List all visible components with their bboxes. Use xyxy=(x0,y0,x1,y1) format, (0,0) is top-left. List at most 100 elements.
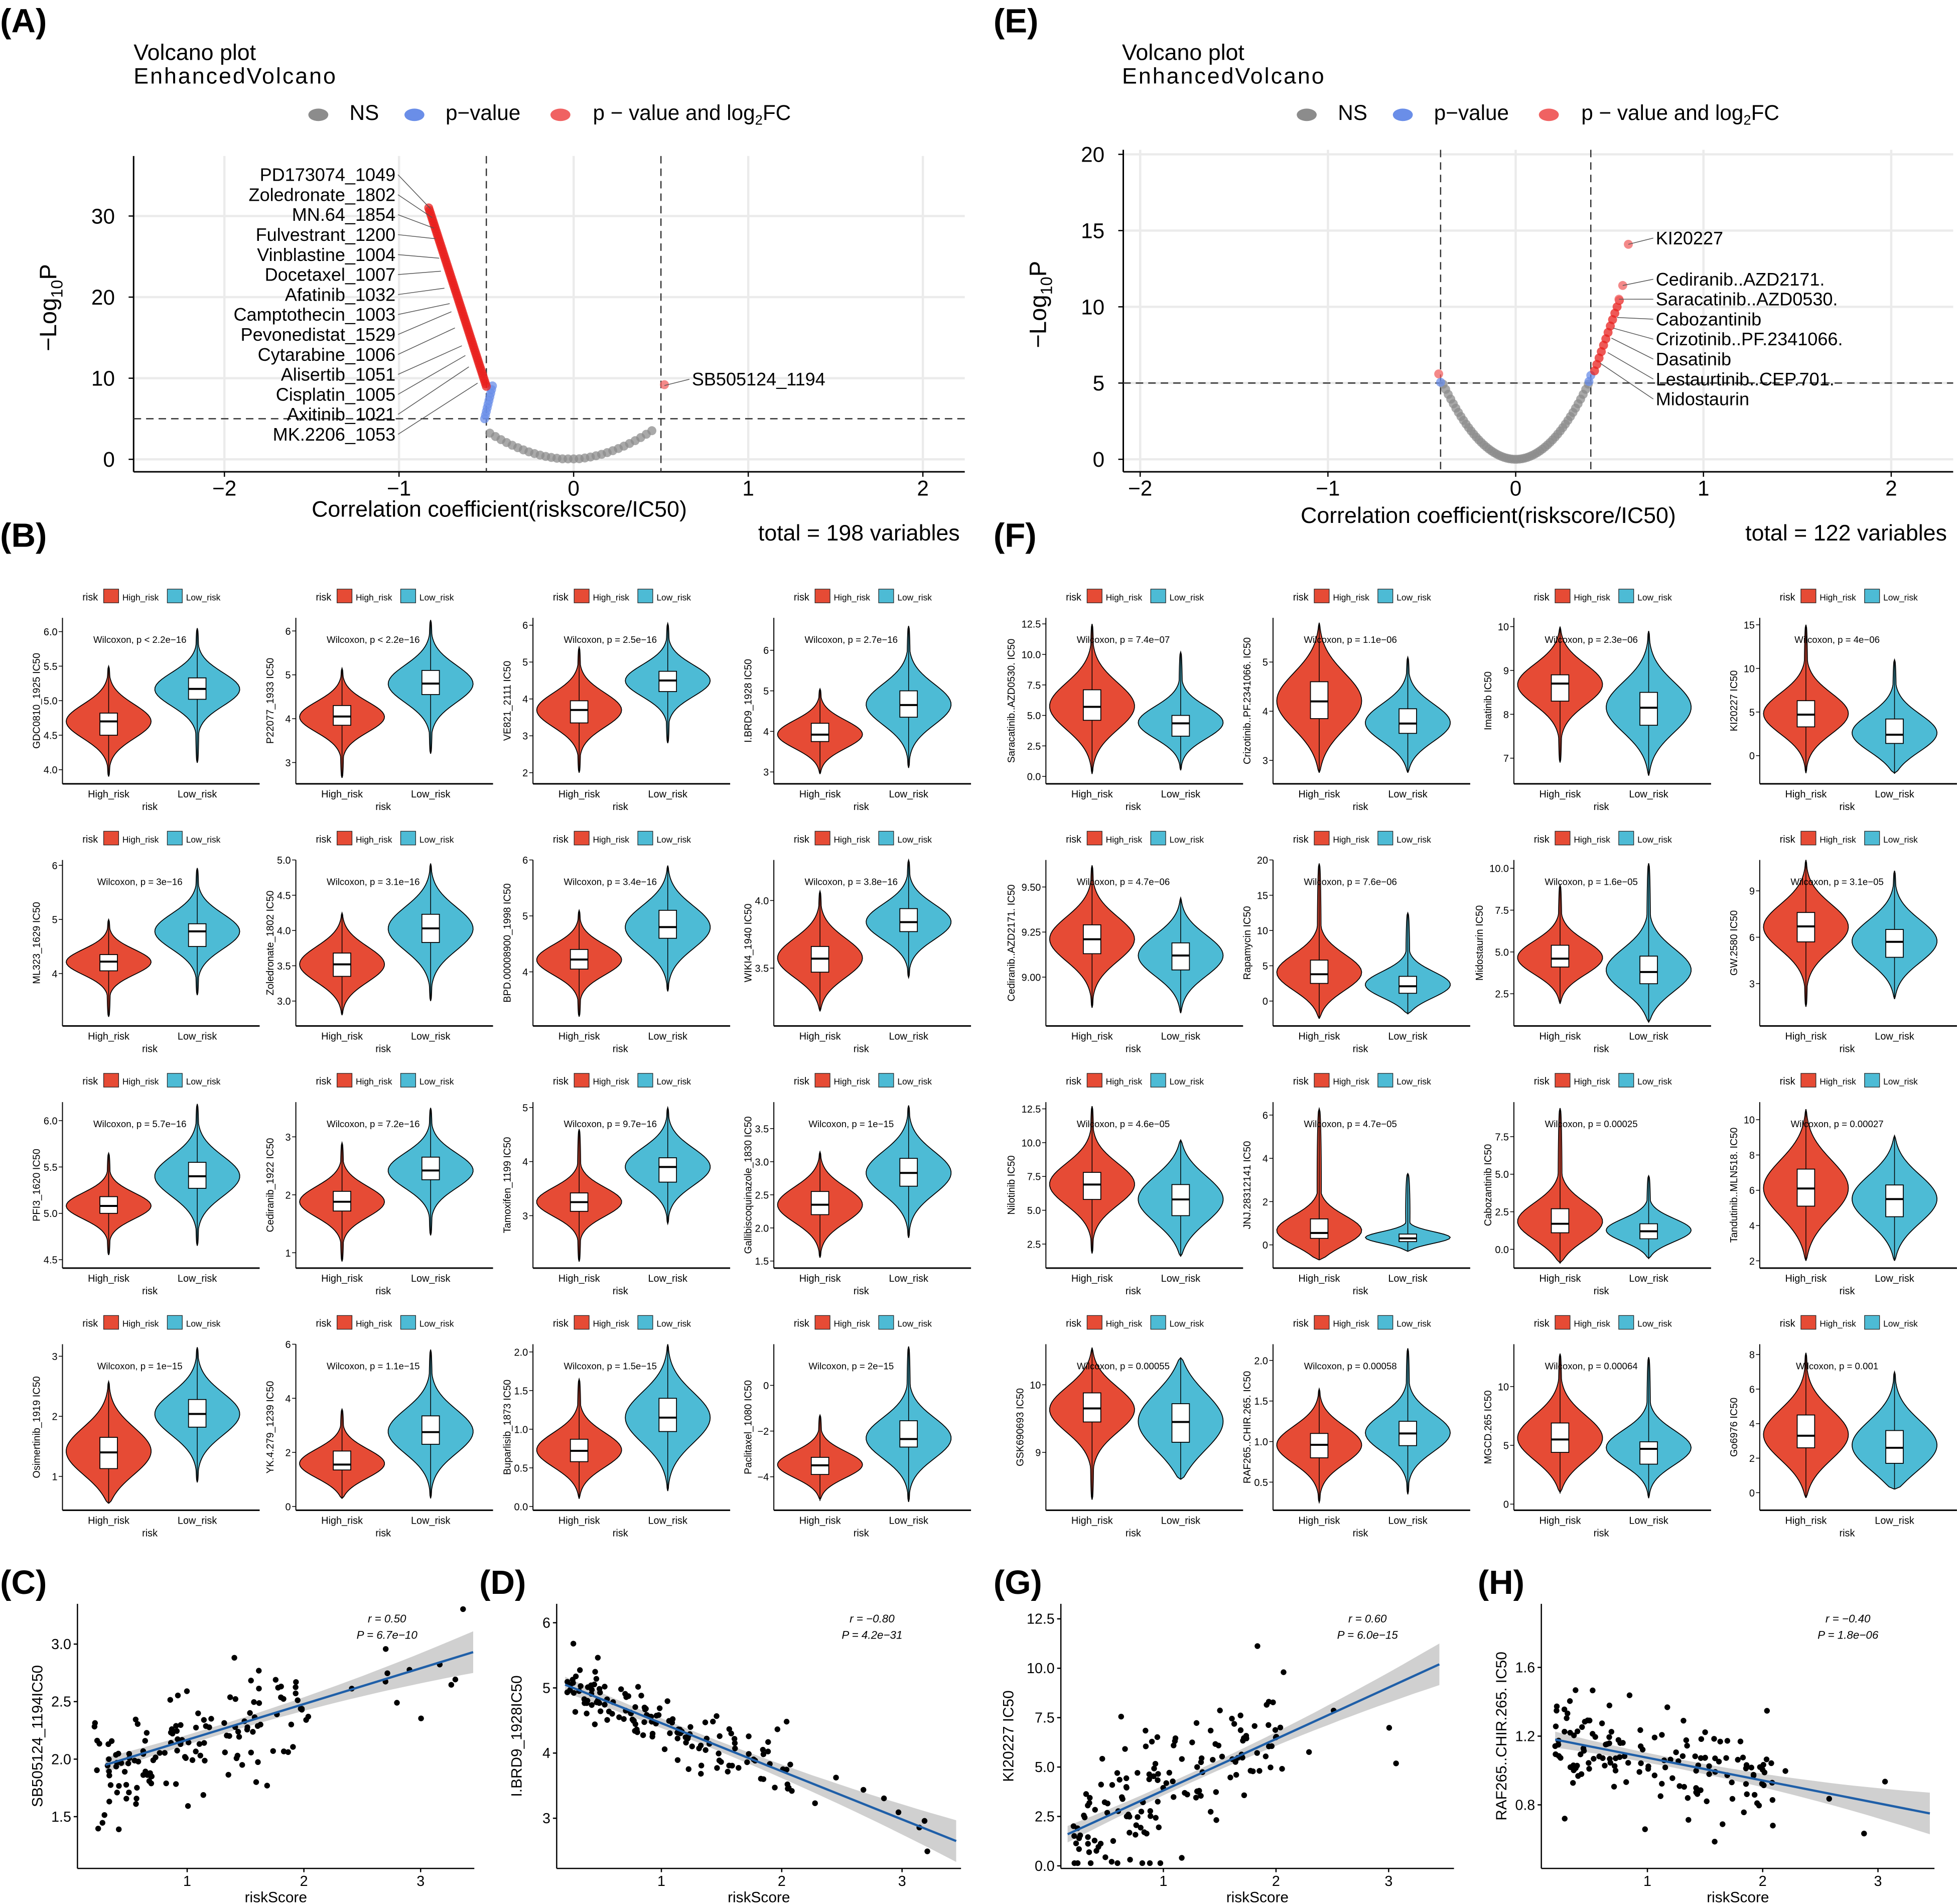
data-point xyxy=(1754,1800,1760,1806)
data-point xyxy=(621,1716,627,1722)
panel-letter-F: (F) xyxy=(994,516,1037,554)
box-low-risk xyxy=(188,923,207,947)
data-point xyxy=(1606,1702,1613,1709)
data-point xyxy=(134,1721,141,1727)
data-point xyxy=(1073,1840,1079,1846)
data-point xyxy=(1637,1727,1643,1733)
data-point xyxy=(1750,1772,1757,1778)
wilcoxon-p-value: Wilcoxon, p = 3.1e−05 xyxy=(1790,876,1884,887)
label-leader-line xyxy=(1607,352,1654,380)
legend-low-risk-label: Low_risk xyxy=(656,1076,691,1086)
box-low-risk xyxy=(1885,929,1904,958)
legend-title: risk xyxy=(82,834,98,845)
data-point xyxy=(234,1752,241,1759)
correlation-p-value: P = 6.7e−10 xyxy=(357,1629,418,1642)
x-tick-label: −1 xyxy=(1316,476,1340,500)
x-tick-label-low-risk: Low_risk xyxy=(889,1031,928,1042)
data-point xyxy=(183,1755,189,1761)
legend-title: risk xyxy=(1780,1318,1795,1329)
y-tick-label: 2.5 xyxy=(1035,1809,1055,1825)
data-point xyxy=(582,1700,588,1706)
box-low-risk xyxy=(899,908,918,932)
legend-low-risk-label: Low_risk xyxy=(1170,1076,1204,1086)
data-point xyxy=(616,1714,622,1720)
legend-low-risk-swatch xyxy=(878,831,894,846)
data-point xyxy=(195,1710,201,1716)
legend-low-risk-label: Low_risk xyxy=(1637,835,1672,845)
data-point xyxy=(1172,1735,1179,1741)
wilcoxon-p-value: Wilcoxon, p = 9.7e−16 xyxy=(564,1119,657,1129)
y-tick-label: 5.0 xyxy=(1495,1169,1509,1180)
data-point xyxy=(107,1782,114,1788)
point-label: Camptothecin_1003 xyxy=(234,304,396,325)
point-label: PD173074_1049 xyxy=(260,165,396,185)
data-point xyxy=(629,1716,636,1723)
data-point xyxy=(1662,1764,1668,1771)
data-point xyxy=(1154,1734,1161,1740)
y-tick-label: 2.5 xyxy=(1495,989,1509,1000)
data-point xyxy=(1615,1737,1622,1743)
y-tick-label: 3 xyxy=(1263,756,1268,767)
x-tick-label: 2 xyxy=(300,1873,308,1889)
data-point xyxy=(1882,1779,1888,1785)
legend-ns-marker xyxy=(1297,108,1317,121)
data-point xyxy=(1555,1741,1562,1748)
y-axis-label: Buparlisib_1873 IC50 xyxy=(502,1380,513,1475)
x-tick-label-low-risk: Low_risk xyxy=(1629,789,1668,800)
data-point xyxy=(1233,1772,1239,1778)
violin-panel: risk High_risk Low_risk 0 2 4 6 8 Go6976 IC50 Wil… xyxy=(1729,1315,1957,1539)
x-tick-label-high-risk: High_risk xyxy=(1540,1516,1581,1527)
wilcoxon-p-value: Wilcoxon, p = 0.00055 xyxy=(1077,1361,1170,1371)
legend-high-risk-swatch xyxy=(574,1315,590,1330)
y-tick-label: 2.0 xyxy=(51,1751,71,1767)
legend-high-risk-swatch xyxy=(1314,589,1330,603)
legend-high-risk-label: High_risk xyxy=(834,835,871,845)
data-point xyxy=(609,1711,615,1717)
data-point xyxy=(1086,1849,1092,1855)
y-tick-label: 2.0 xyxy=(1254,1355,1268,1367)
box-low-risk xyxy=(1885,718,1904,744)
point-label: Midostaurin xyxy=(1656,389,1749,410)
data-point xyxy=(1592,1734,1598,1740)
data-point xyxy=(1217,1707,1223,1714)
legend-pvalue-label: p−value xyxy=(446,101,520,124)
label-leader-line xyxy=(398,234,436,239)
data-point xyxy=(1147,1813,1154,1819)
legend-low-risk-label: Low_risk xyxy=(656,835,691,845)
wilcoxon-p-value: Wilcoxon, p = 0.00027 xyxy=(1791,1119,1884,1129)
y-axis-label: RAF265..CHIR.265. IC50 xyxy=(1493,1652,1510,1821)
data-point xyxy=(1166,1770,1172,1776)
x-tick-label: 1 xyxy=(1698,476,1710,500)
legend-title: risk xyxy=(316,592,331,603)
legend-low-risk-label: Low_risk xyxy=(186,1076,221,1086)
y-tick-label: 2.0 xyxy=(755,1223,769,1234)
data-point xyxy=(674,1735,680,1741)
data-point xyxy=(634,1729,640,1735)
x-tick-label: 2 xyxy=(1759,1873,1767,1889)
data-point xyxy=(384,1670,390,1676)
data-point xyxy=(1227,1775,1233,1781)
data-point xyxy=(108,1738,115,1744)
box-low-risk xyxy=(1399,976,1417,994)
x-tick-label-high-risk: High_risk xyxy=(799,789,841,800)
x-axis-label: risk xyxy=(1594,1044,1609,1055)
x-tick-label-high-risk: High_risk xyxy=(88,1031,129,1042)
x-tick-label: 2 xyxy=(1272,1873,1280,1889)
x-tick-label-high-risk: High_risk xyxy=(1071,1516,1113,1527)
data-point xyxy=(1769,1797,1776,1803)
legend-low-risk-swatch xyxy=(878,1073,894,1087)
box-low-risk xyxy=(658,1157,677,1183)
label-leader-line xyxy=(1613,328,1653,340)
data-point xyxy=(208,1716,214,1722)
data-point xyxy=(1193,1720,1200,1726)
x-tick-label-high-risk: High_risk xyxy=(88,1273,129,1284)
x-axis-label: riskScore xyxy=(245,1889,307,1904)
y-tick-label: 10 xyxy=(1257,926,1268,937)
data-point xyxy=(1638,1760,1644,1766)
volcano-title: Volcano plot xyxy=(1122,40,1244,65)
y-tick-label: 4.0 xyxy=(277,926,291,937)
legend-pfc-subscript: 2 xyxy=(1743,112,1751,128)
legend-high-risk-label: High_risk xyxy=(834,1319,871,1329)
box-low-risk xyxy=(421,670,440,695)
